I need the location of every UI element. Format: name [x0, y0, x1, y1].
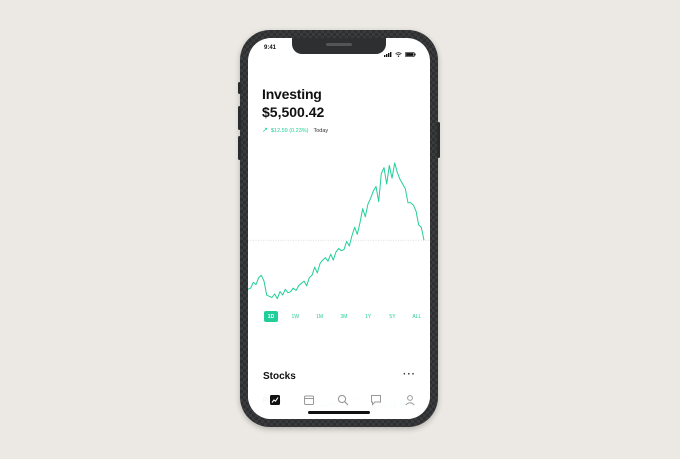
notch: [292, 38, 386, 54]
home-indicator: [308, 411, 370, 414]
arrow-up-right-icon: ↗: [262, 127, 268, 134]
signal-icon: [384, 44, 392, 62]
tab-3m[interactable]: 3M: [340, 313, 348, 320]
tab-bar: [248, 385, 430, 419]
tab-5y[interactable]: 5Y: [389, 313, 396, 320]
side-button-volume-down: [238, 136, 241, 160]
messages-icon[interactable]: [370, 393, 382, 406]
range-tabs: 1D 1W 1M 3M 1Y 5Y ALL: [264, 311, 430, 322]
portfolio-value: $5,500.42: [262, 104, 325, 120]
speaker: [326, 43, 352, 46]
phone-frame: 9:41 Investing $5,500.42 ↗ $12.59 (0.23%…: [238, 30, 440, 427]
portfolio-chart[interactable]: [248, 148, 430, 308]
page-title: Investing: [262, 86, 322, 102]
side-button-power: [437, 122, 440, 158]
stocks-heading: Stocks: [263, 371, 296, 382]
status-time: 9:41: [264, 45, 277, 51]
browse-icon[interactable]: [303, 393, 315, 405]
portfolio-change: ↗ $12.59 (0.23%) Today: [262, 127, 329, 134]
status-icons: [384, 44, 416, 62]
chart-line: [248, 162, 425, 300]
side-button-silent: [238, 82, 241, 94]
battery-icon: [405, 44, 416, 62]
search-icon[interactable]: [337, 393, 349, 406]
more-options-button[interactable]: ···: [403, 369, 416, 380]
home-icon[interactable]: [269, 393, 281, 405]
change-amount: $12.59 (0.23%): [270, 128, 309, 134]
tab-1w[interactable]: 1W: [291, 313, 300, 320]
wifi-icon: [395, 44, 402, 62]
tab-1d[interactable]: 1D: [264, 311, 278, 322]
tab-all[interactable]: ALL: [412, 313, 422, 320]
account-icon[interactable]: [404, 393, 416, 406]
phone-screen: 9:41 Investing $5,500.42 ↗ $12.59 (0.23%…: [248, 38, 430, 419]
tab-1m[interactable]: 1M: [316, 313, 324, 320]
tab-1y[interactable]: 1Y: [365, 313, 372, 320]
change-period: Today: [313, 128, 329, 134]
side-button-volume-up: [238, 106, 241, 130]
